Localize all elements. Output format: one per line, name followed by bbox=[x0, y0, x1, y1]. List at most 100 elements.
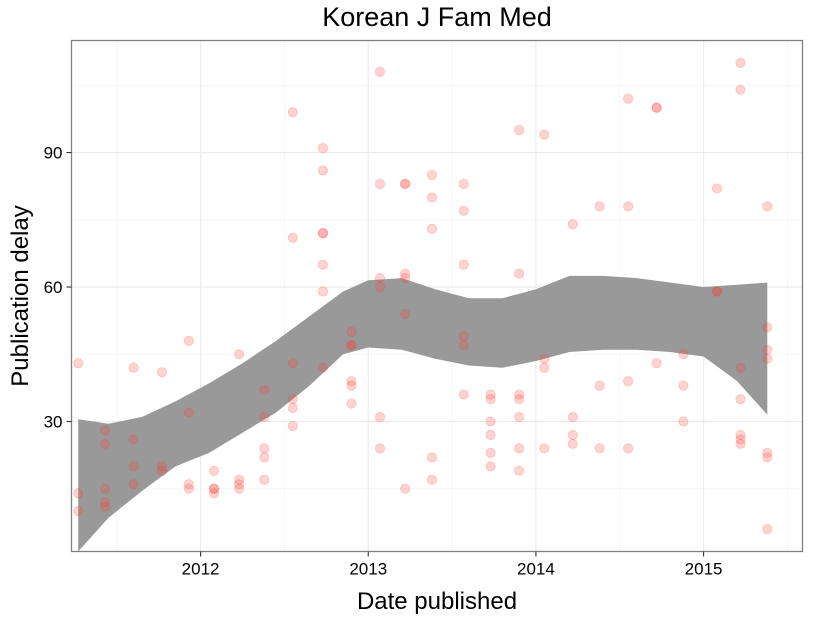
data-point bbox=[514, 393, 525, 405]
data-point bbox=[539, 362, 550, 373]
data-point bbox=[234, 349, 245, 360]
data-point bbox=[762, 201, 773, 212]
data-point bbox=[762, 322, 773, 333]
data-point bbox=[183, 483, 194, 494]
data-point bbox=[711, 286, 723, 297]
y-axis: 30 60 90 bbox=[44, 144, 72, 432]
data-point bbox=[426, 474, 438, 485]
data-point bbox=[234, 479, 245, 490]
data-point bbox=[458, 331, 469, 342]
data-point bbox=[514, 268, 525, 279]
data-point bbox=[287, 232, 298, 243]
data-point bbox=[156, 461, 168, 472]
data-point bbox=[623, 376, 634, 387]
data-point bbox=[567, 411, 578, 423]
data-point bbox=[651, 358, 662, 369]
data-point bbox=[208, 483, 220, 494]
data-point bbox=[594, 443, 605, 454]
data-point bbox=[99, 438, 111, 450]
data-point bbox=[156, 465, 168, 476]
data-point bbox=[567, 438, 578, 450]
data-point bbox=[317, 142, 329, 154]
data-point bbox=[678, 416, 689, 427]
data-point bbox=[287, 420, 298, 432]
data-point bbox=[711, 183, 723, 194]
data-point bbox=[735, 434, 746, 445]
data-point bbox=[234, 483, 245, 494]
data-point bbox=[485, 429, 496, 441]
data-point bbox=[514, 389, 525, 400]
data-point bbox=[651, 102, 662, 113]
data-point bbox=[426, 223, 438, 234]
data-point bbox=[514, 125, 525, 136]
data-point bbox=[735, 429, 746, 441]
data-point bbox=[711, 286, 723, 297]
data-point bbox=[400, 178, 411, 190]
data-point bbox=[346, 340, 357, 351]
data-point bbox=[514, 465, 525, 476]
data-point bbox=[259, 474, 270, 485]
data-point bbox=[317, 165, 329, 176]
data-point bbox=[735, 57, 746, 69]
data-point bbox=[346, 398, 357, 409]
data-point bbox=[99, 501, 111, 512]
x-tick-label: 2014 bbox=[517, 560, 555, 579]
data-point bbox=[346, 376, 357, 387]
data-point bbox=[128, 434, 139, 445]
data-point bbox=[73, 506, 84, 517]
data-point bbox=[735, 393, 746, 405]
data-point bbox=[400, 178, 411, 190]
data-point bbox=[374, 272, 386, 284]
data-point bbox=[208, 483, 220, 494]
data-point bbox=[317, 362, 329, 373]
scatter-points bbox=[73, 57, 773, 535]
data-point bbox=[678, 380, 689, 391]
y-tick-label: 90 bbox=[44, 144, 63, 163]
data-point bbox=[485, 461, 496, 472]
x-axis: 2012 2013 2014 2015 bbox=[182, 551, 723, 579]
data-point bbox=[317, 286, 329, 297]
data-point bbox=[73, 358, 84, 369]
data-point bbox=[458, 389, 469, 400]
data-point bbox=[762, 523, 773, 535]
data-point bbox=[156, 367, 168, 378]
x-axis-title: Date published bbox=[357, 588, 517, 615]
data-point bbox=[485, 447, 496, 458]
x-tick-label: 2013 bbox=[349, 560, 387, 579]
data-point bbox=[374, 281, 386, 293]
data-point bbox=[514, 443, 525, 454]
data-point bbox=[762, 452, 773, 463]
x-tick-label: 2015 bbox=[685, 560, 723, 579]
data-point bbox=[539, 129, 550, 140]
data-point bbox=[762, 353, 773, 364]
data-point bbox=[485, 389, 496, 400]
data-point bbox=[485, 393, 496, 405]
y-tick-label: 30 bbox=[44, 413, 63, 432]
data-point bbox=[259, 385, 270, 396]
data-point bbox=[259, 443, 270, 454]
data-point bbox=[514, 411, 525, 423]
data-point bbox=[539, 353, 550, 364]
data-point bbox=[762, 344, 773, 355]
data-point bbox=[651, 102, 662, 113]
data-point bbox=[400, 483, 411, 494]
data-point bbox=[567, 429, 578, 441]
data-point bbox=[374, 66, 386, 77]
panel-border bbox=[70, 39, 804, 553]
data-point bbox=[735, 84, 746, 95]
data-point bbox=[99, 497, 111, 508]
data-point bbox=[287, 107, 298, 118]
chart-title: Korean J Fam Med bbox=[322, 2, 552, 32]
data-point bbox=[400, 268, 411, 279]
data-point bbox=[259, 411, 270, 423]
data-point bbox=[208, 488, 220, 499]
x-tick-label: 2012 bbox=[182, 560, 220, 579]
data-point bbox=[458, 178, 469, 190]
data-point bbox=[623, 93, 634, 104]
data-point bbox=[208, 465, 220, 476]
data-point bbox=[594, 380, 605, 391]
data-point bbox=[400, 308, 411, 320]
data-point bbox=[623, 443, 634, 454]
data-point bbox=[374, 443, 386, 454]
data-point bbox=[426, 452, 438, 463]
